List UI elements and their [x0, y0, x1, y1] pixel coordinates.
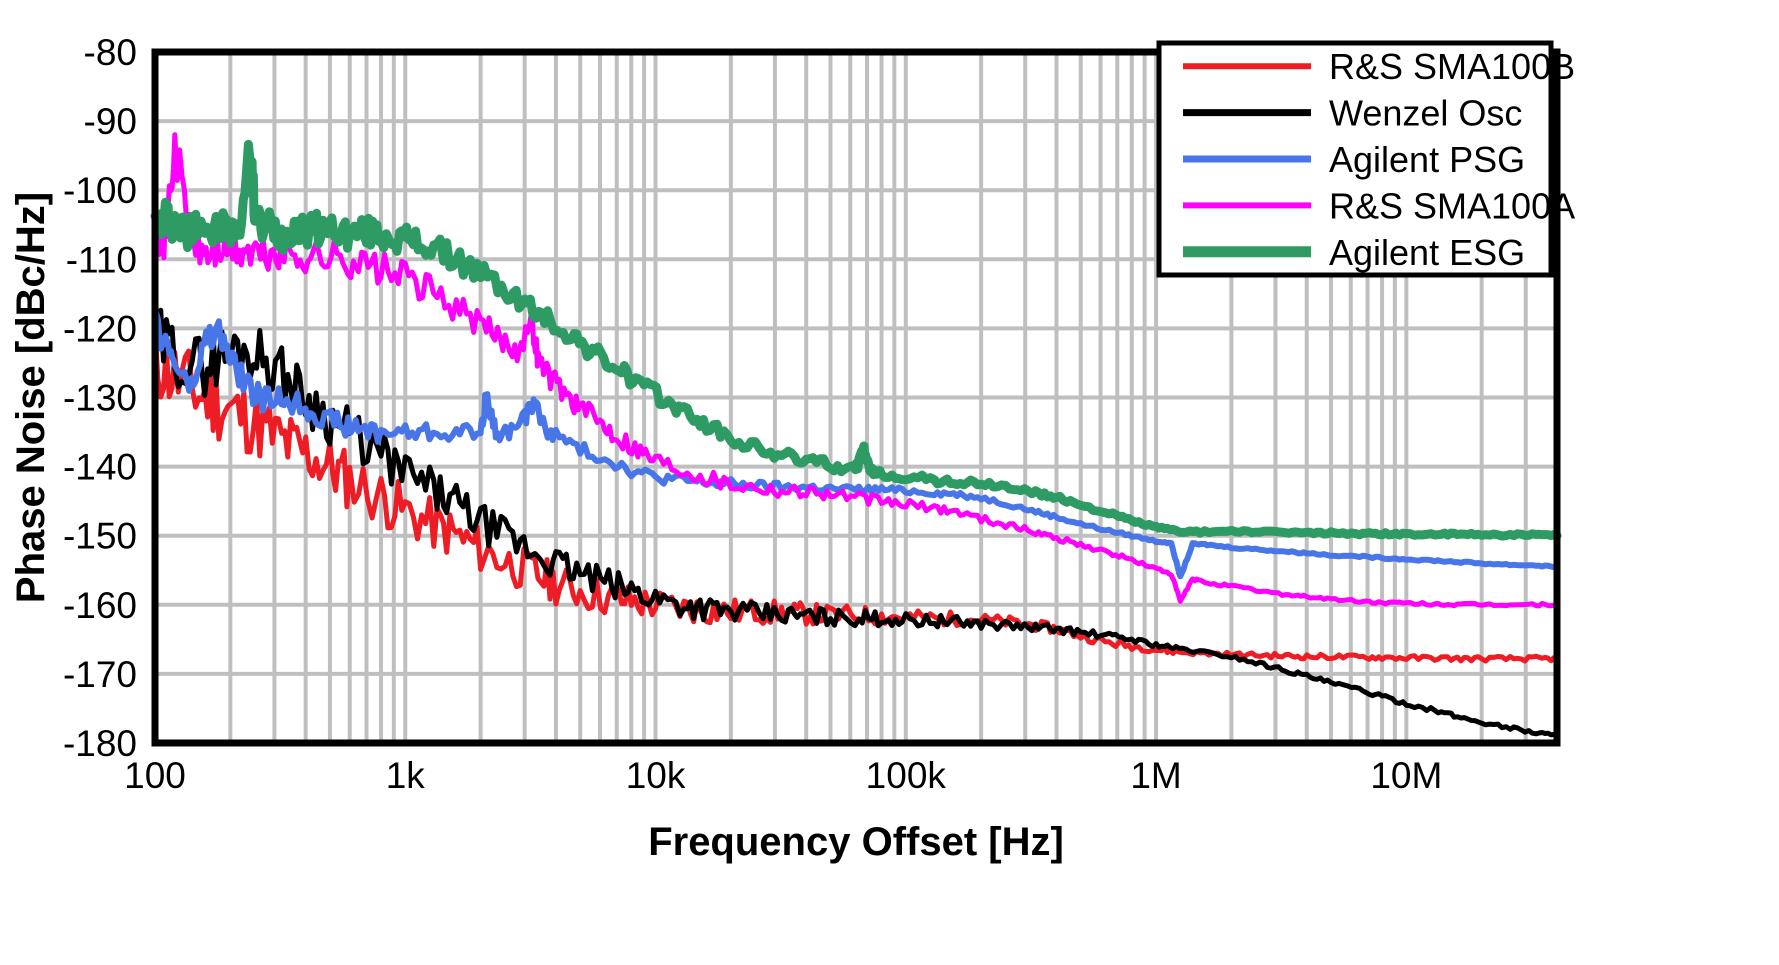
legend-item-wenzel-osc[interactable]: Wenzel Osc [1183, 93, 1522, 134]
y-tick-label: -180 [63, 723, 137, 764]
legend-label: Wenzel Osc [1329, 93, 1522, 134]
legend-label: Agilent PSG [1329, 139, 1525, 180]
y-tick-label: -150 [63, 516, 137, 557]
series-line-agilent-esg [150, 139, 1562, 541]
y-tick-labels: -80 -90 -100 -110 -120 -130 -140 -150 -160 -170 -1… [63, 32, 137, 764]
legend-item-agilent-psg[interactable]: Agilent PSG [1183, 139, 1525, 180]
legend-item-r-s-sma100b[interactable]: R&S SMA100B [1183, 46, 1575, 87]
gridlines [155, 52, 1557, 743]
series-line-r-s-sma100b [152, 323, 1560, 664]
y-axis-title: Phase Noise [dBc/Hz] [9, 192, 53, 603]
y-tick-label: -110 [66, 239, 137, 280]
y-tick-label: -80 [84, 32, 137, 73]
y-tick-label: -130 [63, 378, 137, 419]
series-group [150, 132, 1562, 739]
y-tick-label: -170 [63, 654, 137, 695]
x-tick-label: 10M [1370, 755, 1442, 796]
legend[interactable]: R&S SMA100B Wenzel Osc Agilent PSG R&S SMA1… [1156, 40, 1575, 278]
y-tick-label: -140 [63, 447, 137, 488]
series-line-r-s-sma100a [152, 132, 1560, 609]
x-tick-label: 100k [866, 755, 947, 796]
y-tick-label: -120 [63, 308, 137, 349]
plot-frame [151, 48, 1561, 747]
x-tick-label: 1M [1130, 755, 1181, 796]
y-tick-label: -100 [63, 170, 137, 211]
legend-label: R&S SMA100B [1329, 46, 1575, 87]
y-tick-label: -160 [63, 585, 137, 626]
x-tick-labels: 100 1k 10k 100k 1M 10M [124, 755, 1442, 796]
legend-item-r-s-sma100a[interactable]: R&S SMA100A [1183, 185, 1575, 226]
x-tick-label: 10k [626, 755, 686, 796]
legend-item-agilent-esg[interactable]: Agilent ESG [1183, 232, 1525, 273]
y-tick-label: -90 [84, 101, 137, 142]
legend-label: Agilent ESG [1329, 232, 1525, 273]
x-axis-title: Frequency Offset [Hz] [648, 820, 1064, 864]
x-tick-label: 100 [124, 755, 186, 796]
x-tick-label: 1k [386, 755, 426, 796]
series-line-wenzel-osc [152, 305, 1560, 739]
legend-label: R&S SMA100A [1329, 185, 1575, 226]
